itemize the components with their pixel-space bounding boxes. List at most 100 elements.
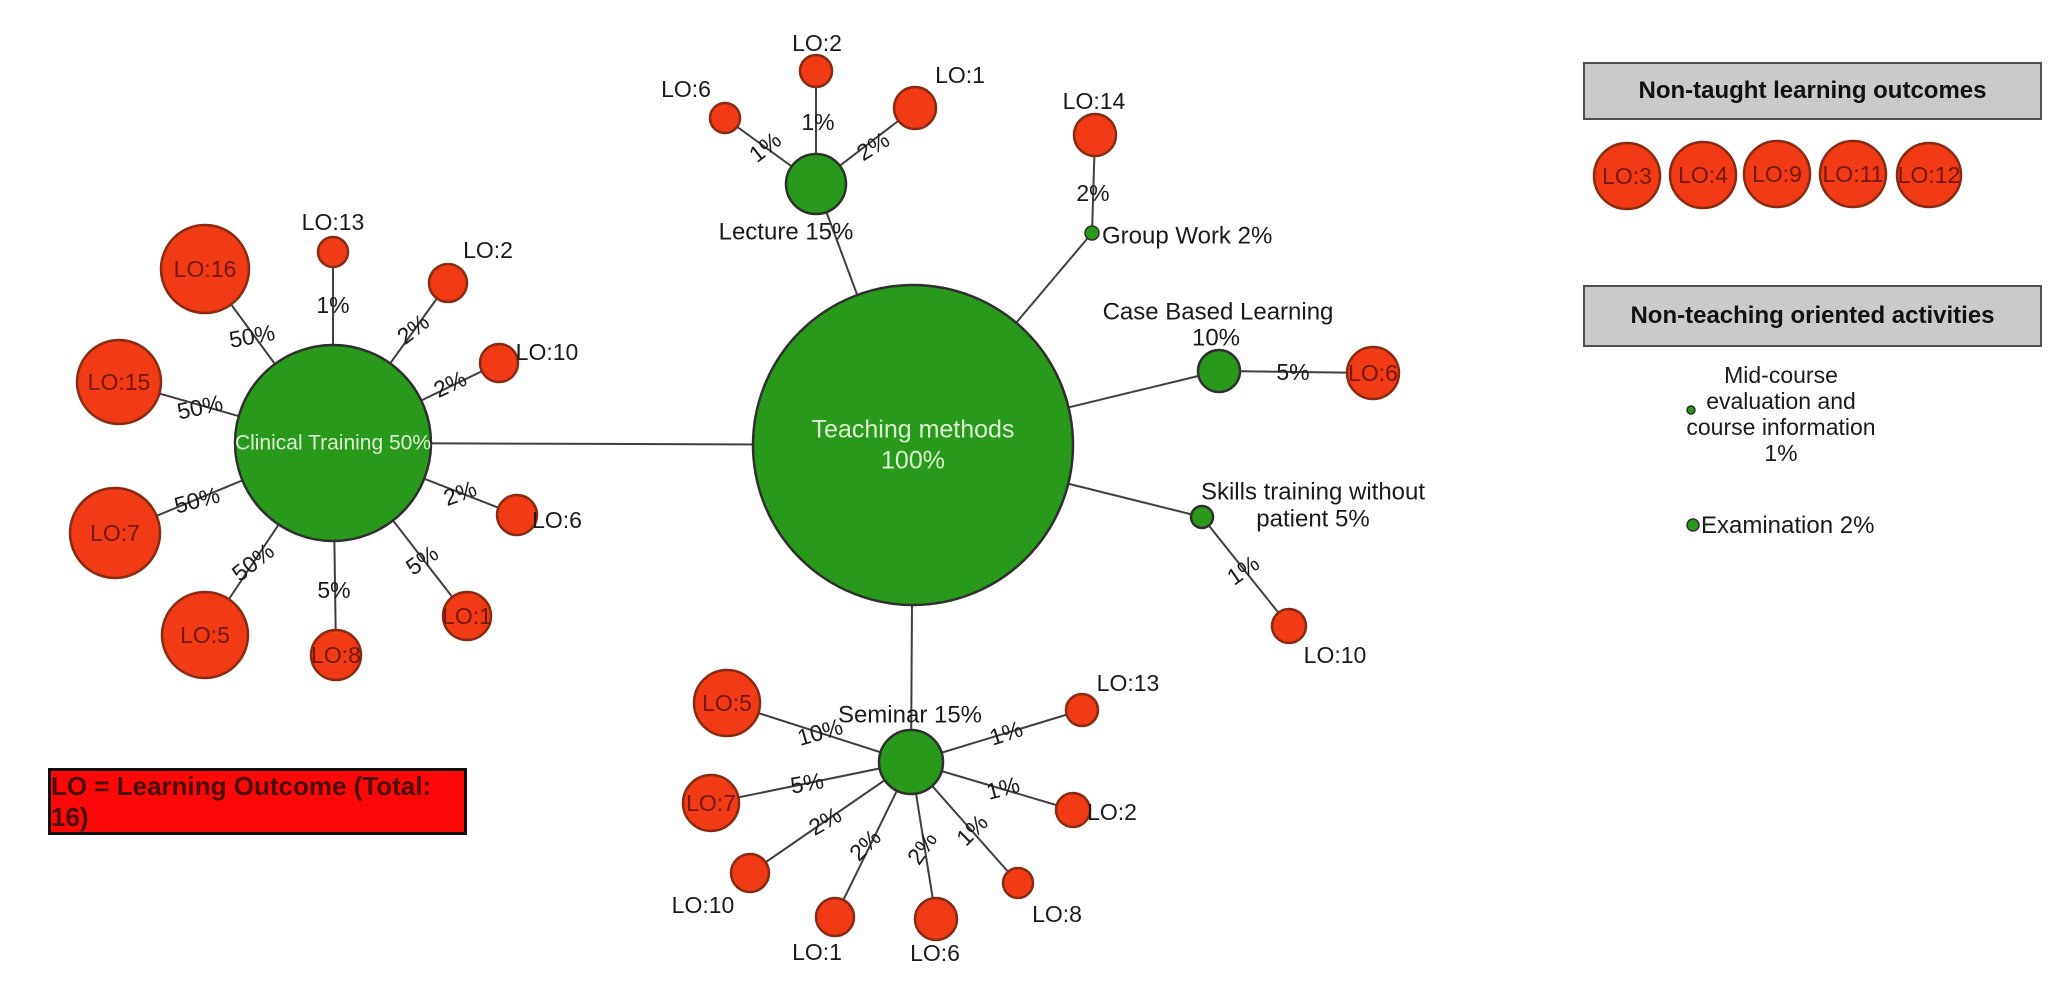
label-lecture-title: Lecture 15% bbox=[719, 219, 854, 246]
label-clin-pct-lo2: 2% bbox=[392, 309, 434, 350]
label-skills-title-1: Skills training without bbox=[1201, 479, 1425, 506]
label-sem-pct-lo10: 2% bbox=[804, 801, 846, 840]
node-nt-lo4 bbox=[1668, 140, 1738, 210]
midcourse-line-4: 1% bbox=[1764, 440, 1798, 466]
label-sem-lo1: LO:1 bbox=[792, 939, 842, 965]
label-sk-pct: 1% bbox=[1222, 550, 1264, 590]
node-label-sem-lo5: LO:5 bbox=[702, 690, 752, 716]
edge-seminar-sem-lo7 bbox=[710, 761, 912, 804]
node-clin-lo7 bbox=[68, 486, 162, 580]
node-label-nt-lo11: LO:11 bbox=[1823, 161, 1884, 187]
label-clin-lo2: LO:2 bbox=[463, 237, 513, 263]
node-cb-lo6 bbox=[1345, 345, 1401, 401]
node-label-teaching: 100% bbox=[881, 447, 945, 475]
label-sem-pct-lo6: 2% bbox=[902, 827, 942, 869]
label-clin-pct-lo6: 2% bbox=[440, 475, 480, 511]
label-lect-lo2: LO:2 bbox=[792, 30, 842, 56]
label-lect-pct-lo2: 1% bbox=[801, 109, 834, 135]
node-nt-lo11 bbox=[1818, 139, 1888, 209]
label-sem-pct-lo5: 10% bbox=[794, 713, 845, 751]
node-clin-lo8 bbox=[309, 628, 363, 682]
label-clin-pct-lo16: 50% bbox=[227, 319, 277, 353]
node-label-teaching: Teaching methods bbox=[812, 416, 1015, 444]
label-groupwork-title: Group Work 2% bbox=[1102, 223, 1272, 250]
node-sem-lo13 bbox=[1064, 692, 1100, 728]
label-cb-pct: 5% bbox=[1276, 359, 1309, 385]
node-nt-lo3 bbox=[1592, 141, 1662, 211]
label-sem-pct-lo13: 1% bbox=[986, 715, 1026, 750]
node-lect-lo2 bbox=[798, 53, 834, 89]
label-lect-lo1: LO:1 bbox=[935, 62, 985, 88]
label-sem-lo2: LO:2 bbox=[1087, 799, 1137, 825]
node-label-cb-lo6: LO:6 bbox=[1348, 360, 1398, 386]
node-label-nt-lo12: LO:12 bbox=[1898, 162, 1961, 188]
label-sem-pct-lo1: 2% bbox=[844, 824, 886, 866]
label-lect-pct-lo1: 2% bbox=[852, 126, 894, 166]
examination-note: Examination 2% bbox=[1701, 513, 1874, 539]
label-clin-pct-lo10: 2% bbox=[429, 365, 470, 403]
midcourse-line-3: course information bbox=[1686, 414, 1876, 440]
node-label-clin-lo15: LO:15 bbox=[88, 369, 151, 395]
node-nt-lo12 bbox=[1895, 141, 1963, 209]
node-clin-lo1 bbox=[441, 590, 493, 642]
node-skills bbox=[1189, 504, 1215, 530]
node-sk-lo10 bbox=[1270, 607, 1308, 645]
non-taught-outcomes-header: Non-taught learning outcomes bbox=[1583, 62, 2042, 120]
node-seminar bbox=[877, 728, 945, 796]
node-gw-lo14 bbox=[1072, 112, 1118, 158]
node-sem-lo8 bbox=[1001, 866, 1035, 900]
node-sem-lo1 bbox=[814, 896, 856, 938]
label-sem-pct-lo2: 1% bbox=[984, 771, 1023, 805]
node-sem-lo6 bbox=[913, 896, 959, 942]
midcourse-line-1: Mid-course bbox=[1724, 362, 1838, 388]
node-sem-lo2 bbox=[1054, 791, 1092, 829]
label-clin-pct-lo7: 50% bbox=[171, 481, 222, 518]
node-sem-lo10 bbox=[729, 852, 771, 894]
legend-box: LO = Learning Outcome (Total: 16) bbox=[48, 768, 467, 835]
label-skills-title-2: patient 5% bbox=[1256, 506, 1369, 533]
node-clin-lo16 bbox=[159, 223, 251, 315]
label-sem-pct-lo7: 5% bbox=[788, 767, 825, 798]
label-sem-lo8: LO:8 bbox=[1032, 901, 1082, 927]
node-lect-lo1 bbox=[892, 85, 938, 131]
node-label-sem-lo7: LO:7 bbox=[686, 790, 736, 816]
midcourse-line-2: evaluation and bbox=[1706, 388, 1856, 414]
node-lect-lo6 bbox=[708, 101, 742, 135]
node-sem-lo7 bbox=[681, 773, 741, 833]
node-label-clin-lo5: LO:5 bbox=[180, 622, 230, 648]
label-clin-pct-lo5: 50% bbox=[227, 538, 279, 587]
label-clin-lo13: LO:13 bbox=[302, 209, 365, 235]
node-clin-lo5 bbox=[160, 590, 250, 680]
label-casebased-pct-title: 10% bbox=[1192, 325, 1240, 352]
node-clin-lo15 bbox=[75, 338, 163, 426]
label-casebased-title: Case Based Learning bbox=[1103, 299, 1334, 326]
label-clin-pct-lo1: 5% bbox=[401, 540, 443, 580]
non-taught-outcomes-title: Non-taught learning outcomes bbox=[1638, 77, 1987, 104]
node-clin-lo6 bbox=[495, 493, 539, 537]
node-lecture bbox=[784, 152, 848, 216]
legend-text: LO = Learning Outcome (Total: 16) bbox=[51, 770, 432, 832]
edge-skills-sk-lo10 bbox=[1201, 516, 1290, 627]
node-label-clin-lo8: LO:8 bbox=[311, 642, 361, 668]
label-clin-pct-lo13: 1% bbox=[316, 292, 349, 318]
label-clin-lo10: LO:10 bbox=[516, 339, 579, 365]
non-teaching-activities-header: Non-teaching oriented activities bbox=[1583, 285, 2042, 347]
node-midcourse-dot bbox=[1686, 405, 1696, 415]
label-lect-lo6: LO:6 bbox=[661, 76, 711, 102]
node-label-nt-lo4: LO:4 bbox=[1678, 162, 1728, 188]
node-label-clinical: Clinical Training 50% bbox=[235, 432, 431, 455]
node-label-nt-lo9: LO:9 bbox=[1752, 161, 1802, 187]
non-teaching-activities-title: Non-teaching oriented activities bbox=[1630, 302, 1995, 329]
node-teaching bbox=[751, 283, 1075, 607]
node-exam-dot bbox=[1686, 518, 1700, 532]
label-lect-pct-lo6: 1% bbox=[744, 127, 786, 168]
node-label-clin-lo16: LO:16 bbox=[174, 256, 237, 282]
node-clin-lo2 bbox=[427, 262, 469, 304]
node-clin-lo13 bbox=[316, 235, 350, 269]
node-clinical bbox=[233, 343, 433, 543]
label-clin-pct-lo15: 50% bbox=[175, 389, 225, 424]
node-groupwork bbox=[1084, 225, 1100, 241]
label-clin-pct-lo8: 5% bbox=[317, 577, 350, 603]
